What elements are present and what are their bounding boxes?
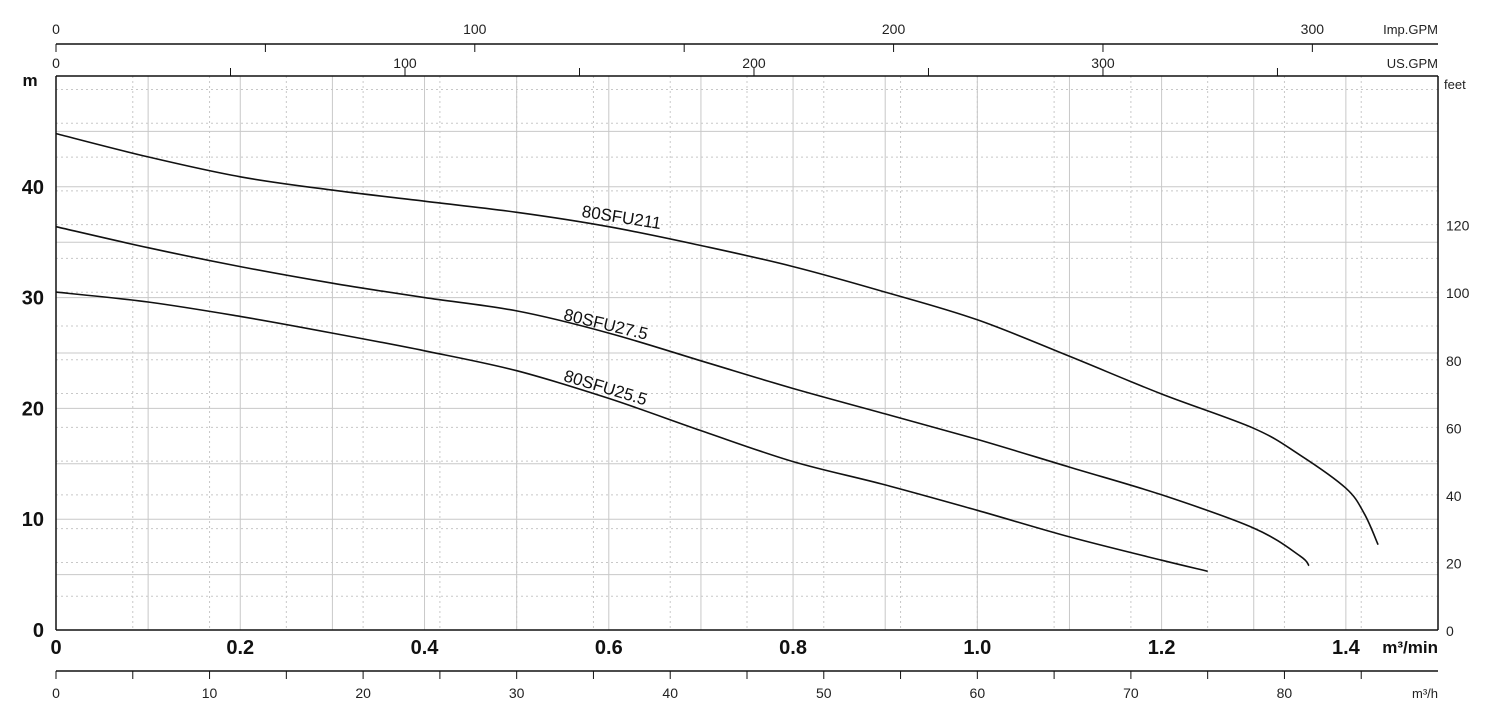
x-tick-label-m3h: 10: [202, 685, 218, 701]
x-tick-label-us-gpm: 300: [1091, 55, 1115, 71]
x-axis-unit-m3h: m³/h: [1412, 686, 1438, 701]
y-tick-label-right: 80: [1446, 353, 1462, 369]
x-tick-label-m3min: 0.2: [226, 637, 254, 659]
grid: [56, 76, 1438, 630]
y-tick-label-left: 30: [22, 288, 44, 310]
x-axis-unit-imp-gpm: Imp.GPM: [1383, 22, 1438, 37]
y-tick-label-left: 40: [22, 177, 44, 199]
x-tick-label-us-gpm: 100: [393, 55, 417, 71]
x-axis-unit-us-gpm: US.GPM: [1387, 56, 1438, 71]
curve-80sfu211: [55, 132, 1379, 546]
y-tick-label-right: 100: [1446, 285, 1470, 301]
curve-80sfu27-5: [55, 225, 1310, 567]
x-tick-label-m3min: 0.6: [595, 637, 623, 659]
y-tick-label-right: 120: [1446, 218, 1470, 234]
x-axis-unit-m3min: m³/min: [1382, 638, 1438, 657]
y-tick-label-right: 60: [1446, 420, 1462, 436]
curve-label: 80SFU27.5: [562, 305, 650, 344]
x-tick-label-m3min: 1.2: [1148, 637, 1176, 659]
y-tick-label-left: 10: [22, 509, 44, 531]
x-tick-label-m3h: 30: [509, 685, 525, 701]
x-tick-label-m3h: 50: [816, 685, 832, 701]
x-tick-label-imp-gpm: 300: [1301, 21, 1325, 37]
y-tick-label-right: 20: [1446, 555, 1462, 571]
x-tick-label-m3h: 0: [52, 685, 60, 701]
x-tick-label-m3h: 40: [662, 685, 678, 701]
x-tick-label-us-gpm: 200: [742, 55, 766, 71]
x-tick-label-imp-gpm: 100: [463, 21, 487, 37]
x-tick-label-m3min: 1.4: [1332, 637, 1361, 659]
y-tick-label-right: 0: [1446, 623, 1454, 639]
x-tick-label-m3min: 0.4: [411, 637, 440, 659]
x-tick-label-m3h: 80: [1277, 685, 1293, 701]
y-axis-unit-right: feet: [1444, 77, 1466, 92]
x-tick-label-m3min: 0.8: [779, 637, 807, 659]
x-tick-label-us-gpm: 0: [52, 55, 60, 71]
x-tick-label-imp-gpm: 200: [882, 21, 906, 37]
x-tick-label-m3h: 70: [1123, 685, 1139, 701]
x-tick-label-m3min: 0: [50, 637, 61, 659]
x-tick-label-m3h: 20: [355, 685, 371, 701]
axes: [55, 43, 1439, 679]
y-axis-unit-left: m: [22, 71, 37, 90]
curve-80sfu25-5: [55, 291, 1208, 573]
x-tick-label-m3min: 1.0: [963, 637, 991, 659]
x-tick-label-imp-gpm: 0: [52, 21, 60, 37]
curve-label: 80SFU25.5: [562, 366, 650, 409]
y-tick-label-left: 20: [22, 398, 44, 420]
x-tick-label-m3h: 60: [970, 685, 986, 701]
y-tick-label-left: 0: [33, 620, 44, 642]
y-tick-label-right: 40: [1446, 488, 1462, 504]
